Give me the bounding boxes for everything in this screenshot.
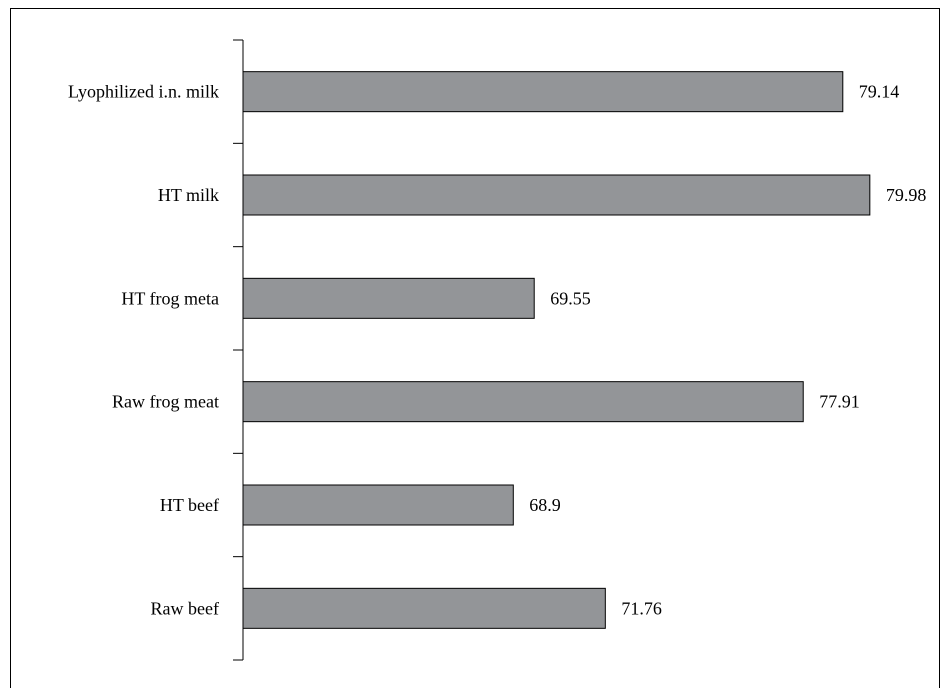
value-label: 77.91 bbox=[819, 392, 860, 412]
bar bbox=[242, 587, 606, 629]
bars-layer bbox=[242, 71, 871, 629]
category-label: Lyophilized i.n. milk bbox=[68, 82, 219, 102]
axis-layer bbox=[233, 39, 244, 661]
category-label: HT beef bbox=[160, 495, 219, 515]
bar bbox=[242, 174, 871, 216]
bar bbox=[242, 277, 535, 319]
category-label: Raw frog meat bbox=[112, 392, 219, 412]
chart-frame bbox=[10, 8, 940, 688]
value-label: 79.98 bbox=[886, 185, 927, 205]
bar bbox=[242, 484, 514, 526]
value-label: 79.14 bbox=[859, 82, 900, 102]
category-label: Raw beef bbox=[151, 598, 219, 618]
value-label: 68.9 bbox=[529, 495, 561, 515]
value-label: 69.55 bbox=[550, 288, 591, 308]
bar bbox=[242, 71, 844, 113]
bar bbox=[242, 381, 804, 423]
category-label: HT milk bbox=[158, 185, 219, 205]
category-label: HT frog meta bbox=[121, 288, 219, 308]
value-label: 71.76 bbox=[621, 598, 662, 618]
labels-layer: Lyophilized i.n. milk 79.14 HT milk 79.98 HT… bbox=[68, 82, 926, 619]
